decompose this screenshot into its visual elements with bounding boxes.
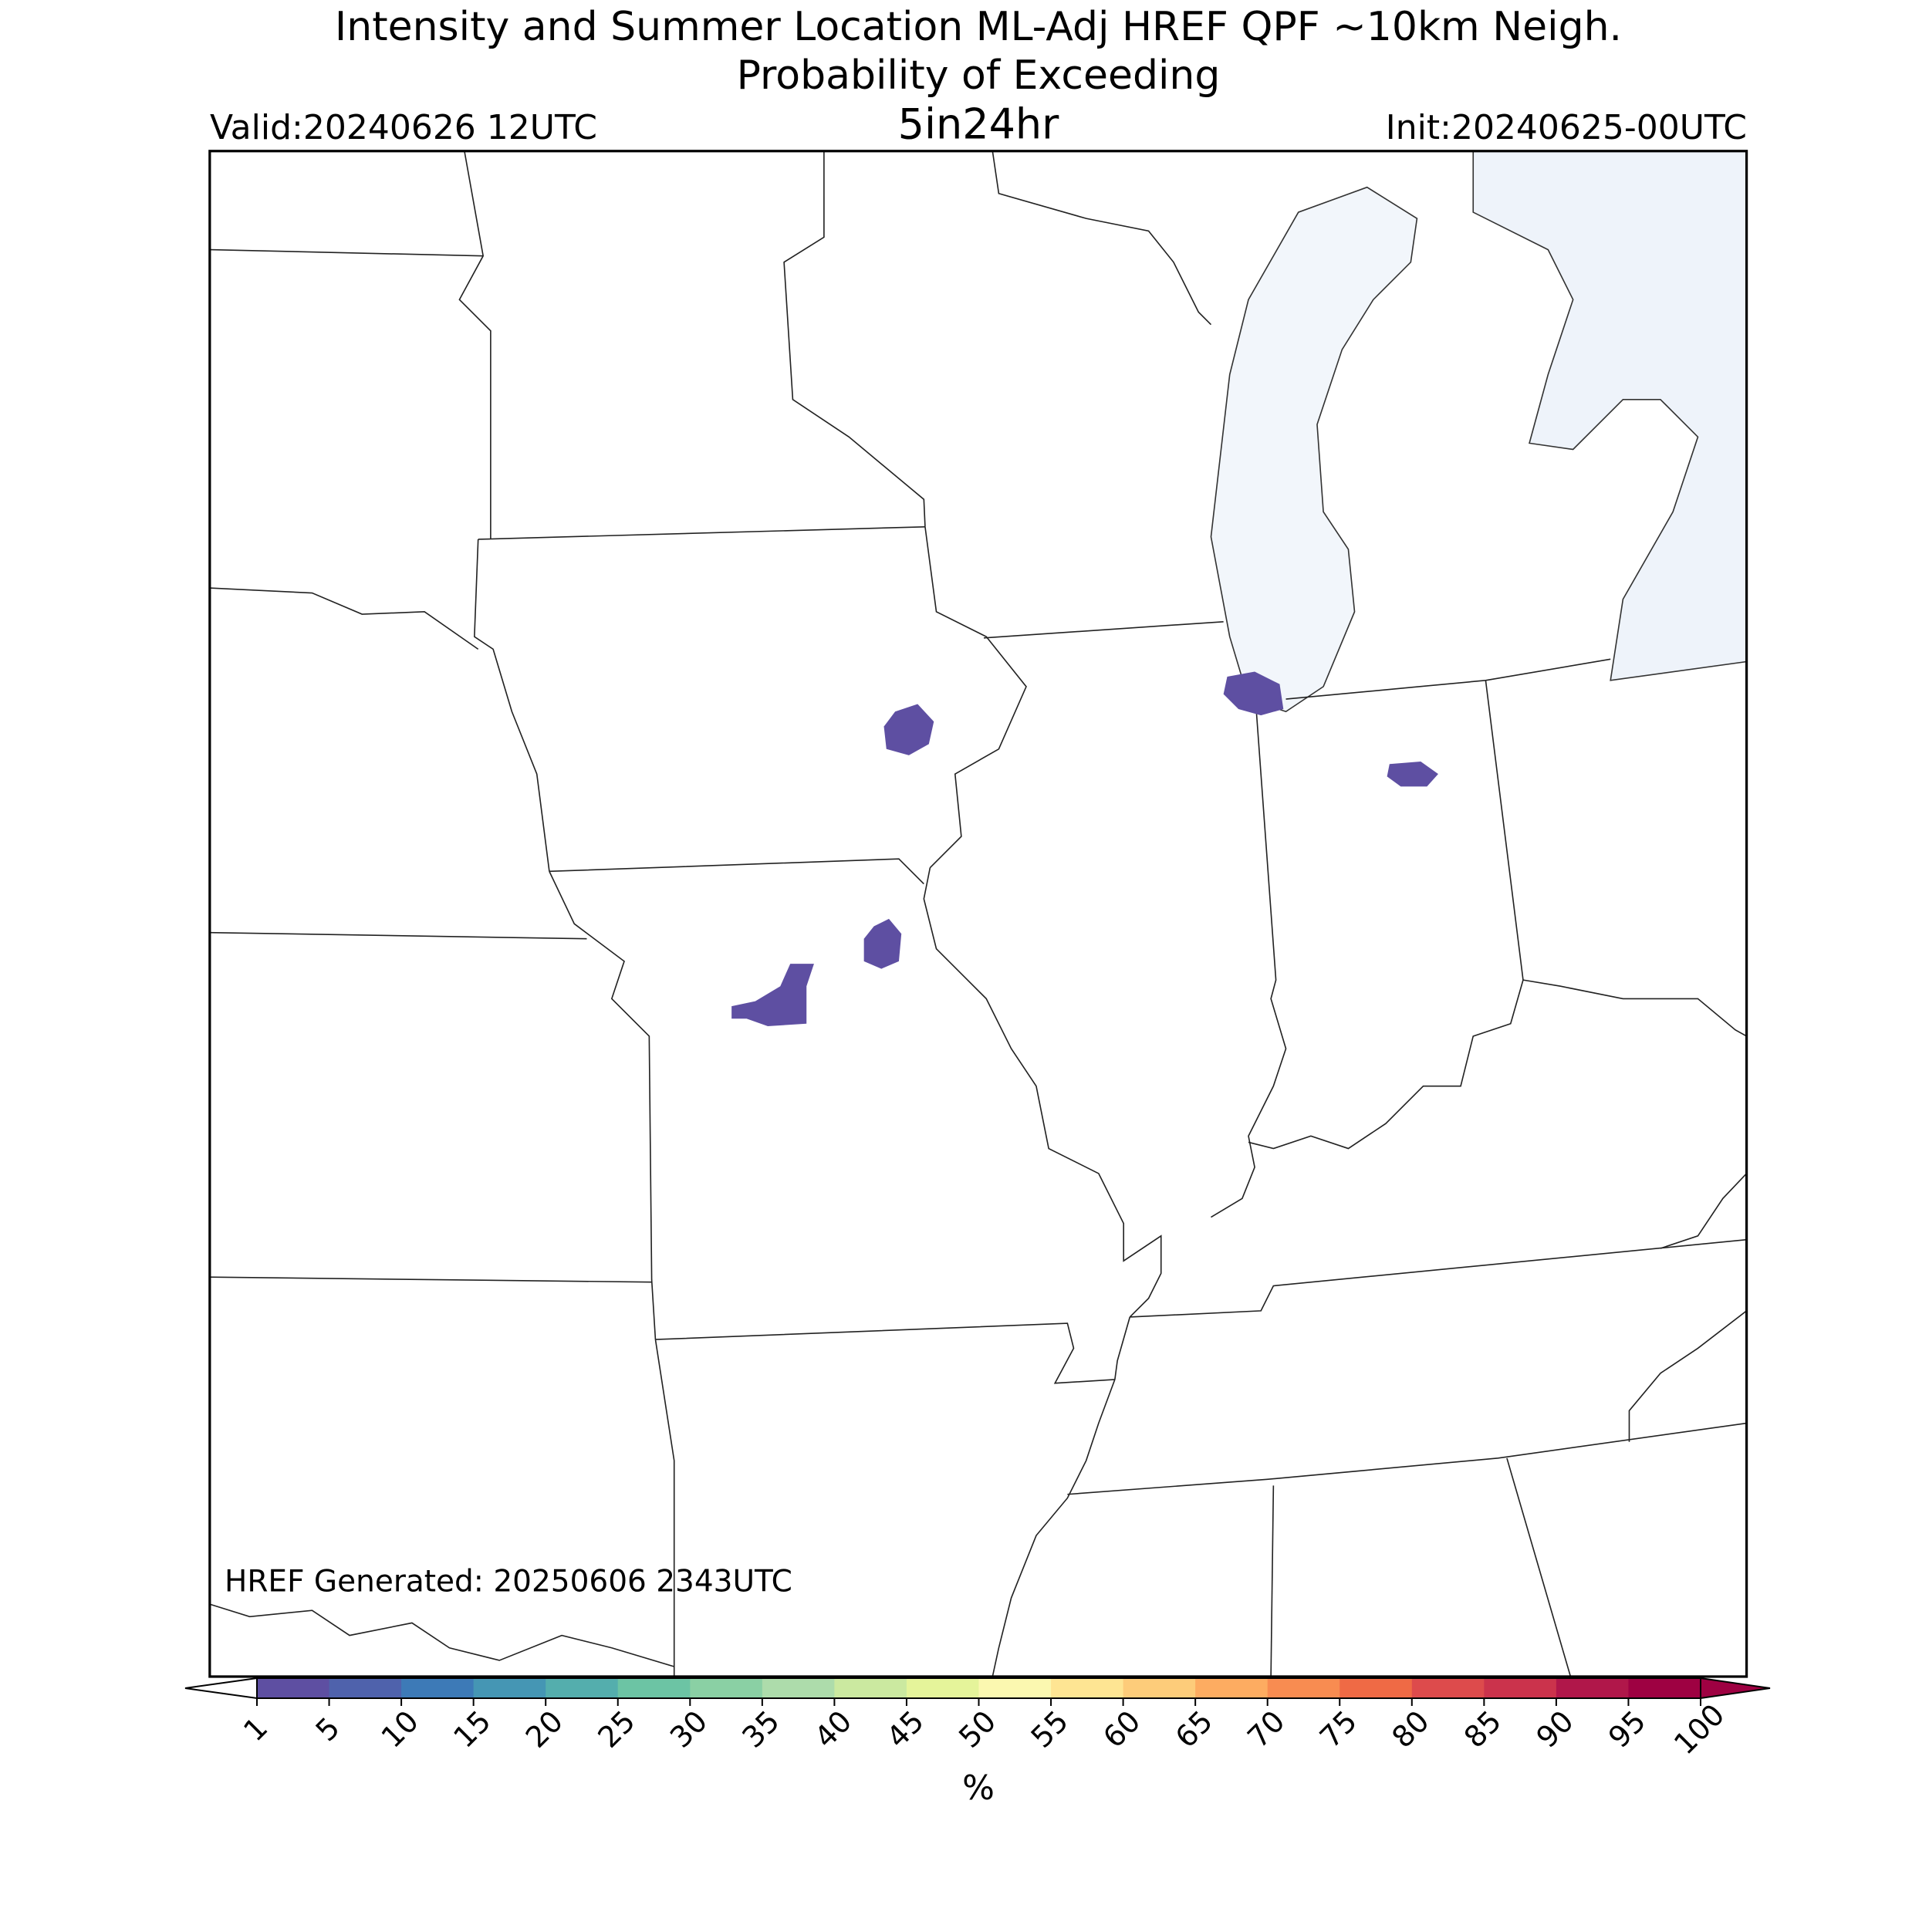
colorbar-tick-label: 50 bbox=[952, 1704, 1002, 1755]
colorbar-swatch bbox=[834, 1678, 907, 1698]
colorbar-tick-label: 40 bbox=[808, 1704, 858, 1755]
colorbar-tick-label: 60 bbox=[1096, 1704, 1147, 1755]
colorbar-swatch bbox=[906, 1678, 979, 1698]
colorbar-swatch bbox=[546, 1678, 619, 1698]
probability-area bbox=[1387, 761, 1438, 787]
probability-area bbox=[863, 918, 902, 969]
colorbar-swatch bbox=[1628, 1678, 1701, 1698]
title: Intensity and Summer Location ML-Adj HRE… bbox=[335, 4, 1622, 50]
threshold: 5in24hr bbox=[898, 100, 1060, 149]
colorbar-under bbox=[184, 1677, 258, 1700]
colorbar-swatch bbox=[1484, 1678, 1557, 1698]
probability-area bbox=[1223, 671, 1284, 716]
valid-time: Valid:20240626 12UTC bbox=[210, 108, 597, 147]
colorbar-swatch bbox=[1411, 1678, 1485, 1698]
colorbar-swatch bbox=[401, 1678, 475, 1698]
colorbar-swatch bbox=[1267, 1678, 1340, 1698]
colorbar-tick-label: 90 bbox=[1529, 1704, 1579, 1755]
lake-huron bbox=[1472, 150, 1747, 681]
colorbar-tick-label: 65 bbox=[1169, 1704, 1219, 1755]
colorbar-swatch bbox=[257, 1678, 330, 1698]
map-frame bbox=[208, 150, 1748, 1678]
colorbar-swatch bbox=[690, 1678, 763, 1698]
colorbar-tick-label: 15 bbox=[447, 1704, 497, 1755]
colorbar-swatch bbox=[329, 1678, 402, 1698]
colorbar-swatch bbox=[978, 1678, 1052, 1698]
colorbar-tick-label: 10 bbox=[375, 1704, 425, 1755]
colorbar-tick-label: 25 bbox=[591, 1704, 641, 1755]
colorbar-tick-label: 30 bbox=[664, 1704, 714, 1755]
colorbar-tick-label: 85 bbox=[1458, 1704, 1508, 1755]
colorbar-swatch bbox=[1556, 1678, 1629, 1698]
colorbar-tick-label: 5 bbox=[309, 1711, 346, 1748]
colorbar-tick-label: 20 bbox=[519, 1704, 569, 1755]
colorbar-tick-label: 35 bbox=[735, 1704, 785, 1755]
subtitle: Probability of Exceeding bbox=[737, 52, 1221, 99]
colorbar-label: % bbox=[962, 1768, 995, 1808]
colorbar-swatch bbox=[1339, 1678, 1413, 1698]
colorbar-tick-label: 45 bbox=[880, 1704, 931, 1755]
colorbar-tick-label: 75 bbox=[1313, 1704, 1363, 1755]
colorbar-tick-label: 55 bbox=[1025, 1704, 1075, 1755]
generated-note: HREF Generated: 20250606 2343UTC bbox=[225, 1565, 792, 1599]
colorbar-swatch bbox=[1051, 1678, 1124, 1698]
colorbar-tick-label: 80 bbox=[1385, 1704, 1435, 1755]
colorbar-over bbox=[1700, 1677, 1771, 1700]
colorbar: 1 5 10 15 20 25 30 35 40 45 50 55 60 65 70 75 80 85 90 95 10… bbox=[184, 1677, 1771, 1761]
colorbar-swatch bbox=[1123, 1678, 1196, 1698]
colorbar-tick-label: 95 bbox=[1602, 1704, 1652, 1755]
colorbar-tick-label: 70 bbox=[1241, 1704, 1291, 1755]
colorbar-swatch bbox=[762, 1678, 835, 1698]
colorbar-swatch bbox=[617, 1678, 691, 1698]
lake-michigan bbox=[1210, 186, 1418, 713]
probability-area bbox=[883, 704, 934, 755]
colorbar-swatch bbox=[473, 1678, 546, 1698]
colorbar-tick-label: 100 bbox=[1667, 1697, 1731, 1761]
probability-area bbox=[731, 964, 814, 1026]
colorbar-swatch bbox=[1195, 1678, 1269, 1698]
colorbar-tick-label: 1 bbox=[237, 1711, 274, 1748]
init-time: Init:20240625-00UTC bbox=[1386, 108, 1747, 147]
borders bbox=[209, 150, 1747, 1677]
map bbox=[208, 150, 1748, 1678]
